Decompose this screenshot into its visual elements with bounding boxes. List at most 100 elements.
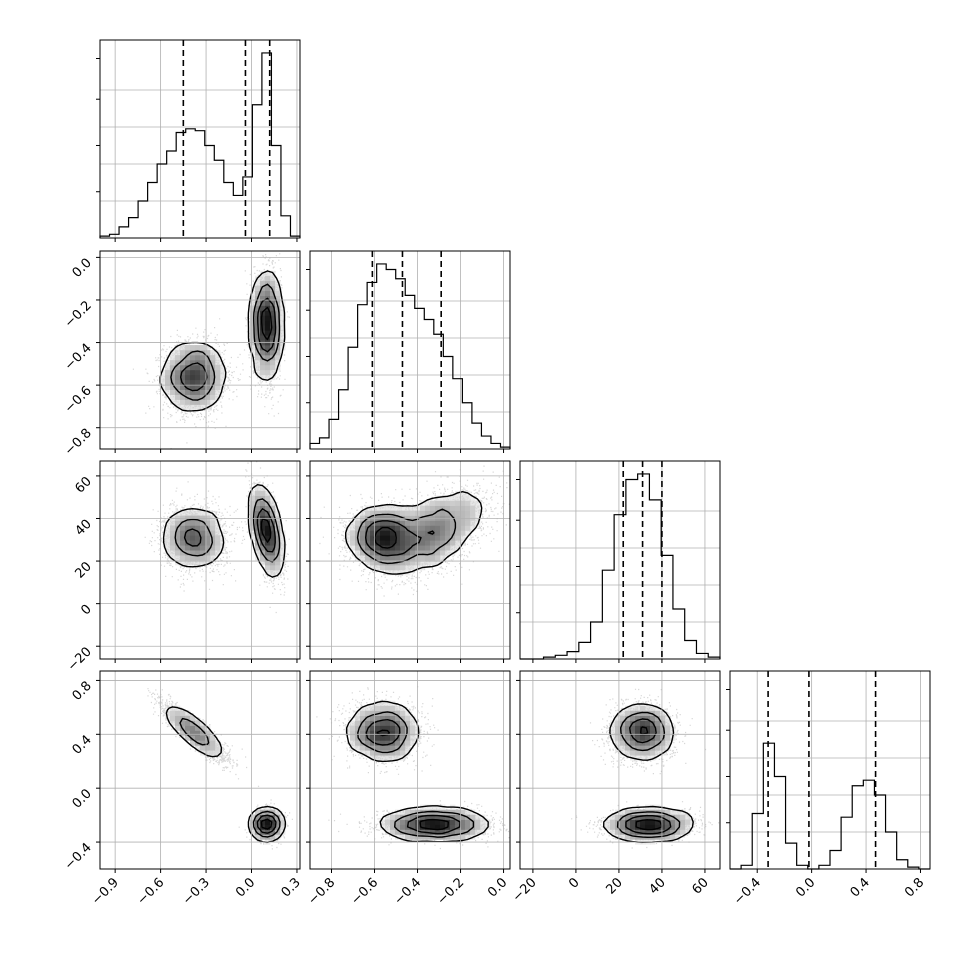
density-cell <box>355 525 361 531</box>
density-cell <box>360 510 366 516</box>
density-cell <box>260 335 266 341</box>
density-cell <box>360 535 366 541</box>
density-cell <box>190 369 196 376</box>
density-cell <box>680 829 686 835</box>
density-cell <box>395 564 401 571</box>
density-cell <box>215 750 221 756</box>
density-cell <box>195 535 201 541</box>
density-cell <box>430 829 436 835</box>
density-cell <box>365 715 371 721</box>
density-cell <box>250 310 256 316</box>
contour-line <box>635 726 663 831</box>
density-cell <box>450 829 456 835</box>
density-cell <box>200 354 206 361</box>
density-cell <box>640 755 646 761</box>
density-cell <box>395 569 401 576</box>
density-cell <box>390 520 396 526</box>
density-cell <box>400 720 406 726</box>
density-cell <box>420 819 426 825</box>
density-cell <box>195 379 201 386</box>
density-cell <box>215 374 221 381</box>
density-cell <box>465 809 471 815</box>
density-cell <box>195 374 201 381</box>
density-cell <box>275 520 281 526</box>
scatter-2-0-ytick-label: −20 <box>65 644 95 674</box>
density-cell <box>425 520 431 526</box>
density-cell <box>265 540 271 546</box>
density-cell <box>640 814 646 820</box>
density-cell <box>605 824 611 830</box>
density-cell <box>265 345 271 351</box>
density-cell <box>365 520 371 526</box>
density-cell <box>460 510 466 516</box>
density-cell <box>410 525 416 531</box>
density-cell <box>435 550 441 556</box>
density-cell <box>365 560 371 566</box>
density-cell <box>405 829 411 835</box>
density-cell <box>680 814 686 820</box>
density-cell <box>265 829 271 835</box>
density-cell <box>430 824 436 830</box>
density-cell <box>630 834 636 840</box>
density-cell <box>440 824 446 830</box>
density-cell <box>380 564 386 571</box>
density-cell <box>265 285 271 291</box>
density-cell <box>640 725 646 731</box>
density-cell <box>365 745 371 751</box>
density-cell <box>410 740 416 746</box>
density-cell <box>410 814 416 820</box>
density-cell <box>185 550 191 556</box>
density-cell <box>630 750 636 756</box>
density-cell <box>650 819 656 825</box>
density-cell <box>170 354 176 361</box>
density-cell <box>400 569 406 576</box>
density-cell <box>270 569 276 576</box>
density-cell <box>640 720 646 726</box>
density-cell <box>610 814 616 820</box>
density-cell <box>250 295 256 301</box>
density-cell <box>275 510 281 516</box>
density-cell <box>460 819 466 825</box>
density-cell <box>665 824 671 830</box>
density-cell <box>375 510 381 516</box>
density-cell <box>380 555 386 561</box>
density-cell <box>265 330 271 336</box>
density-cell <box>170 520 176 526</box>
density-cell <box>405 550 411 556</box>
density-cell <box>650 725 656 731</box>
density-cell <box>360 715 366 721</box>
density-cell <box>645 705 651 711</box>
density-cell <box>250 829 256 835</box>
density-cell <box>435 814 441 820</box>
density-cell <box>660 824 666 830</box>
density-cell <box>445 520 451 526</box>
density-cell <box>205 345 211 351</box>
scatter-1-0-ytick-label: −0.4 <box>62 341 95 374</box>
density-cell <box>260 295 266 301</box>
density-cell <box>355 715 361 721</box>
density-cell <box>680 809 686 815</box>
density-cell <box>160 369 166 376</box>
density-cell <box>210 354 216 361</box>
density-cell <box>410 829 416 835</box>
density-cell <box>190 384 196 390</box>
density-cell <box>365 550 371 556</box>
density-cell <box>355 520 361 526</box>
density-cell <box>370 545 376 551</box>
density-cell <box>395 525 401 531</box>
density-cell <box>265 495 271 501</box>
density-cell <box>350 720 356 726</box>
density-cell <box>275 824 281 830</box>
density-cell <box>630 725 636 731</box>
density-cell <box>390 715 396 721</box>
density-cell <box>215 540 221 546</box>
density-cell <box>450 500 456 506</box>
scatter-frame <box>309 670 511 870</box>
scatter-3-1-xtick-label: −0.6 <box>348 875 381 908</box>
density-cell <box>255 500 261 506</box>
density-cell <box>370 715 376 721</box>
density-cell <box>190 530 196 536</box>
density-cell <box>205 374 211 381</box>
density-cell <box>420 535 426 541</box>
density-cell <box>175 520 181 526</box>
